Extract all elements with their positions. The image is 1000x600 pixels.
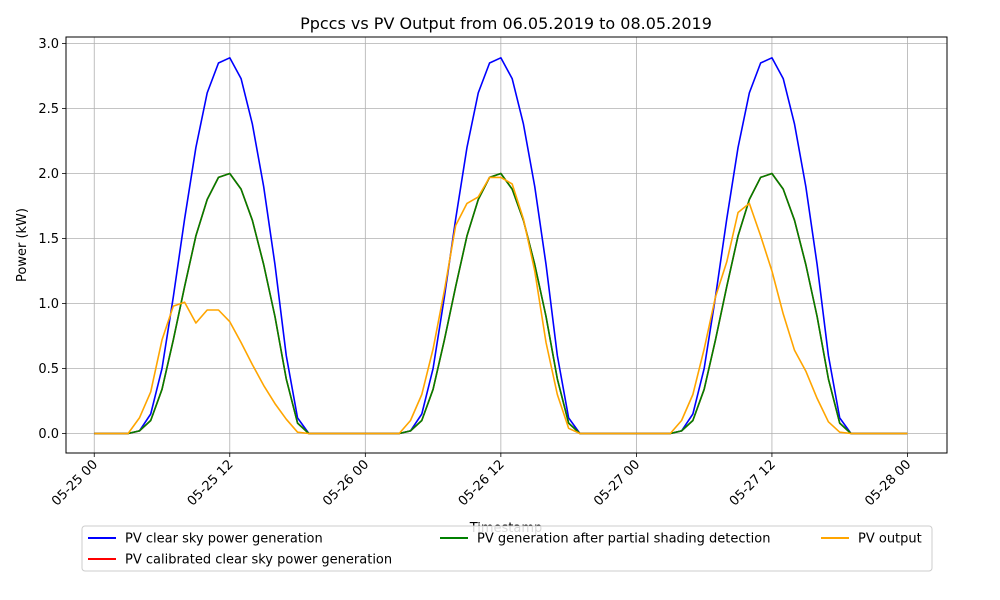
legend-label: PV output bbox=[858, 532, 922, 547]
legend: PV clear sky power generation PV calibrat… bbox=[81, 525, 933, 572]
y-tick-label: 0.5 bbox=[38, 362, 59, 377]
y-axis: 0.0 0.5 1.0 1.5 2.0 2.5 3.0 bbox=[38, 37, 66, 442]
y-tick-label: 1.5 bbox=[38, 232, 59, 247]
plot-lines bbox=[94, 56, 908, 435]
grid bbox=[66, 37, 947, 453]
legend-box bbox=[81, 525, 933, 572]
series-line-1 bbox=[94, 56, 908, 435]
legend-label: PV calibrated clear sky power generation bbox=[125, 553, 392, 568]
y-tick-label: 2.0 bbox=[38, 167, 59, 182]
y-tick-label: 1.0 bbox=[38, 297, 59, 312]
series-line-3 bbox=[94, 172, 908, 435]
y-tick-label: 0.0 bbox=[38, 427, 59, 442]
y-tick-label: 2.5 bbox=[38, 102, 59, 117]
plot-frame bbox=[65, 36, 948, 454]
chart-title: Ppccs vs PV Output from 06.05.2019 to 08… bbox=[300, 14, 712, 33]
legend-label: PV generation after partial shading dete… bbox=[477, 532, 770, 547]
series-line-4 bbox=[94, 176, 908, 435]
y-tick-label: 3.0 bbox=[38, 37, 59, 52]
y-axis-label: Power (kW) bbox=[15, 208, 30, 282]
legend-label: PV clear sky power generation bbox=[125, 532, 323, 547]
